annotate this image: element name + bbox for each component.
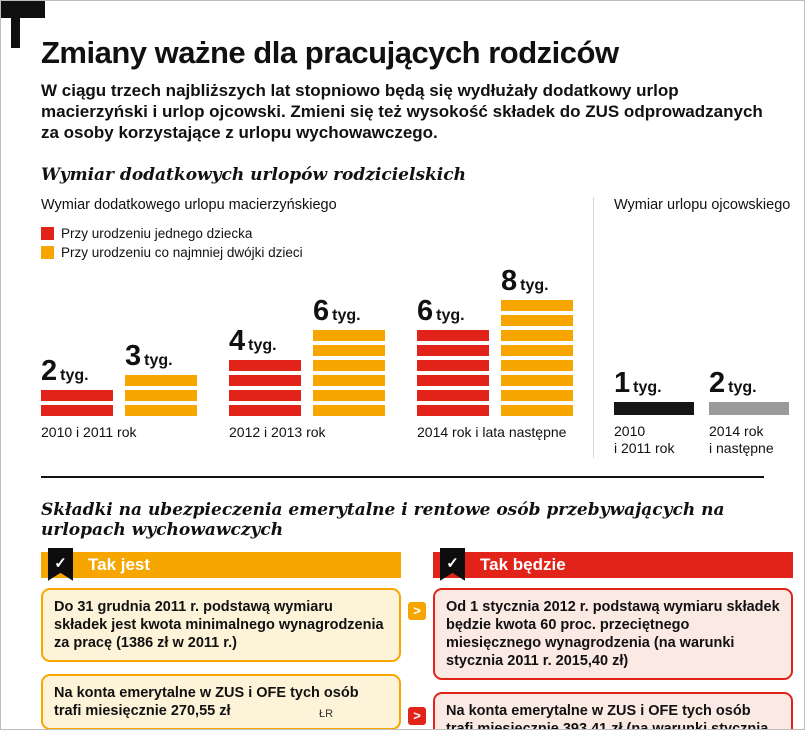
bar-column: 6 tyg. [417, 294, 489, 416]
bar-group: 6 tyg. 8 tyg. 2014 rok i lata następne [417, 264, 573, 458]
bar-column: 2 tyg. [709, 366, 789, 415]
check-flag-icon: ✓ [48, 547, 73, 581]
category-label: 2014 rok i lata następne [417, 423, 567, 440]
category-label: 2012 i 2013 rok [229, 423, 326, 440]
corner-mark [1, 1, 61, 61]
bar-value-label: 8 tyg. [501, 264, 549, 297]
check-icon: ✓ [446, 554, 459, 572]
bar-value-label: 1 tyg. [614, 366, 662, 399]
legend-swatch [41, 245, 54, 259]
intro-paragraph: W ciągu trzech najbliższych lat stopniow… [41, 80, 763, 142]
bar [709, 401, 789, 415]
bar-value-label: 6 tyg. [417, 294, 465, 327]
bar [614, 401, 694, 415]
bar-column: 6 tyg. [313, 294, 385, 416]
section-leave-heading: Wymiar dodatkowych urlopów rodzicielskic… [41, 164, 466, 185]
check-flag-icon: ✓ [440, 547, 465, 581]
bar-group: 2 tyg. 2014 rok i następne [709, 366, 789, 457]
chevron-right-icon: > [408, 601, 426, 620]
section-divider [41, 475, 764, 478]
future-header: ✓ Tak będzie [433, 547, 793, 581]
bar-column: 3 tyg. [125, 339, 197, 416]
bar-column: 4 tyg. [229, 324, 301, 416]
future-box-2: Na konta emerytalne w ZUS i OFE tych osó… [433, 692, 793, 729]
legend-item: Przy urodzeniu co najmniej dwójki dzieci [41, 243, 573, 262]
maternity-chart-title: Wymiar dodatkowego urlopu macierzyńskieg… [41, 196, 337, 213]
bar-group: 4 tyg. 6 tyg. 2012 i 2013 rok [229, 294, 385, 458]
bar-column: 1 tyg. [614, 366, 694, 415]
bar [501, 299, 573, 416]
bar [41, 389, 113, 416]
maternity-chart: Wymiar dodatkowego urlopu macierzyńskieg… [41, 197, 573, 458]
bar-value-label: 6 tyg. [313, 294, 361, 327]
future-column: ✓ Tak będzie Od 1 stycznia 2012 r. podst… [433, 547, 793, 729]
bar-value-label: 2 tyg. [41, 354, 89, 387]
comparison-section: ✓ Tak jest Do 31 grudnia 2011 r. podstaw… [41, 547, 793, 729]
legend: Przy urodzeniu jednego dziecka Przy urodz… [41, 224, 573, 262]
paternity-chart: Wymiar urlopu ojcowskiego 1 tyg. 2010 i 20… [614, 197, 799, 457]
charts-row: Wymiar dodatkowego urlopu macierzyńskieg… [41, 196, 804, 458]
vertical-divider [593, 196, 594, 458]
current-header-label: Tak jest [88, 554, 151, 574]
legend-label: Przy urodzeniu jednego dziecka [61, 225, 253, 241]
paternity-bars: 1 tyg. 2010 i 2011 rok 2 tyg. 2014 rok i nast… [614, 366, 799, 457]
category-label: 2014 rok i następne [709, 422, 774, 456]
legend-label: Przy urodzeniu co najmniej dwójki dzieci [61, 244, 303, 260]
current-box-1: Do 31 grudnia 2011 r. podstawą wymiaru s… [41, 587, 401, 663]
bar-value-label: 4 tyg. [229, 324, 277, 357]
current-box-2: Na konta emerytalne w ZUS i OFE tych osó… [41, 674, 401, 729]
bar-column: 2 tyg. [41, 354, 113, 416]
section-contrib-heading: Składki na ubezpieczenia emerytalne i re… [41, 499, 725, 540]
paternity-chart-title: Wymiar urlopu ojcowskiego [614, 196, 791, 213]
credit: ŁR [319, 708, 334, 720]
category-label: 2010 i 2011 rok [614, 422, 675, 456]
legend-item: Przy urodzeniu jednego dziecka [41, 224, 573, 243]
bar [125, 374, 197, 416]
page-title: Zmiany ważne dla pracujących rodziców [41, 35, 619, 70]
bar-group: 2 tyg. 3 tyg. 2010 i 2011 rok [41, 339, 197, 458]
maternity-bars: 2 tyg. 3 tyg. 2010 i 2011 rok 4 tyg. 6 tyg. 2012 … [41, 264, 573, 458]
bar-value-label: 2 tyg. [709, 366, 757, 399]
check-icon: ✓ [54, 554, 67, 572]
current-column: ✓ Tak jest Do 31 grudnia 2011 r. podstaw… [41, 547, 401, 729]
chevron-right-icon: > [408, 706, 426, 725]
bar [417, 329, 489, 416]
bar-group: 1 tyg. 2010 i 2011 rok [614, 366, 694, 457]
category-label: 2010 i 2011 rok [41, 423, 137, 440]
future-box-1: Od 1 stycznia 2012 r. podstawą wymiaru s… [433, 587, 793, 681]
bar-column: 8 tyg. [501, 264, 573, 416]
bar [229, 359, 301, 416]
bar-value-label: 3 tyg. [125, 339, 173, 372]
future-header-label: Tak będzie [480, 554, 566, 574]
legend-swatch [41, 226, 54, 240]
bar [313, 329, 385, 416]
current-header: ✓ Tak jest [41, 547, 401, 581]
